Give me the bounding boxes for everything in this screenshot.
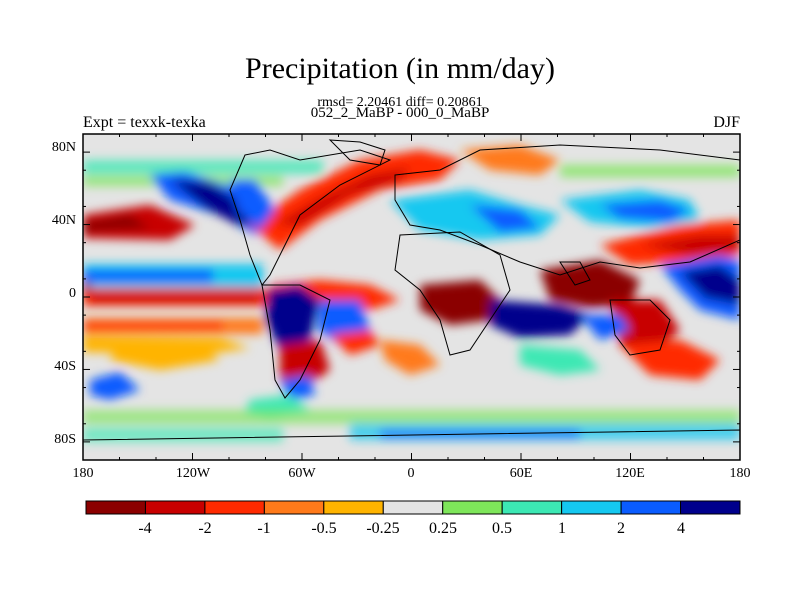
lat-label-80n: 80N [51,140,76,155]
colorbar-swatch [144,500,206,515]
colorbar-swatch [263,500,325,515]
lon-label-0: 0 [407,466,415,481]
lat-label-equator: 0 [69,286,76,301]
experiment-subtitle: 052_2_MaBP - 000_0_MaBP [310,105,490,121]
colorbar-swatch [204,500,265,515]
colorbar-label: -1 [257,520,271,537]
colorbar-label: 0.25 [429,520,457,537]
colorbar-swatch [561,500,622,515]
field-layer [83,134,740,460]
lon-label-120e: 120E [615,466,645,481]
colorbar-label: -2 [198,520,212,537]
lat-label-40n: 40N [51,213,76,228]
colorbar-swatch [323,500,384,515]
lon-label-120w: 120W [175,466,211,481]
lat-label-80s: 80S [54,432,76,447]
lat-label-40s: 40S [54,359,76,374]
colorbar-label: 0.5 [492,520,512,537]
colorbar-label: -0.25 [366,520,400,537]
colorbar-swatch [501,500,563,515]
colorbar [85,500,741,515]
colorbar-swatch [85,500,146,515]
lon-label-60w: 60W [288,466,316,481]
colorbar-label: 2 [617,520,625,537]
colorbar-label: -0.5 [311,520,337,537]
season-label: DJF [713,114,740,131]
colorbar-label: 1 [558,520,566,537]
colorbar-swatch [442,500,503,515]
colorbar-label: -4 [138,520,152,537]
colorbar-label: 4 [677,520,685,537]
experiment-label: Expt = texxk-texka [83,114,206,131]
lon-label-60e: 60E [509,466,533,481]
lon-label-180w: 180 [72,466,94,481]
coastlines [83,139,740,460]
colorbar-swatch [680,500,741,515]
lon-label-180e: 180 [729,466,751,481]
plot-title: Precipitation (in mm/day) [245,52,555,85]
colorbar-swatch [620,500,682,515]
colorbar-swatch [382,500,444,515]
stats-line: rmsd= 2.20461 diff= 0.20861 [317,95,483,110]
axis-ticks [82,133,741,461]
